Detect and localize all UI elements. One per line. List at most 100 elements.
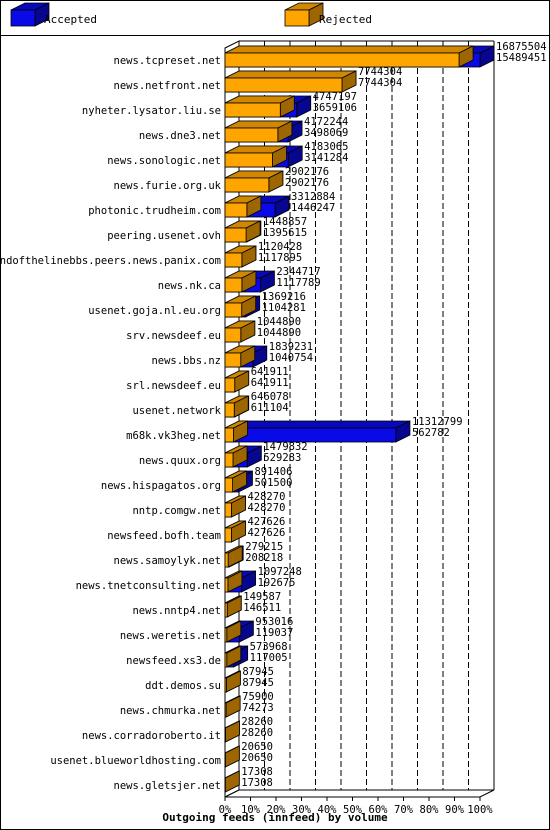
value-label-accepted: 4172244 bbox=[304, 116, 348, 128]
bar-rejected bbox=[224, 45, 474, 68]
bar-rejected bbox=[224, 595, 242, 618]
legend-swatch-rejected bbox=[284, 2, 324, 27]
bar-row bbox=[224, 70, 357, 93]
legend-item-rejected: Rejected bbox=[284, 2, 372, 27]
legend-label-rejected: Rejected bbox=[319, 13, 372, 26]
value-label-rejected: 87945 bbox=[242, 677, 274, 689]
bar-rejected bbox=[224, 495, 246, 518]
category-label: news.nk.ca bbox=[158, 280, 221, 292]
category-label: news.bbs.nz bbox=[151, 355, 221, 367]
bar-rejected bbox=[224, 170, 284, 193]
value-label-accepted: 953016 bbox=[255, 616, 293, 628]
bar-row bbox=[224, 445, 262, 468]
value-labels: 1687550415489451774430477443044747197365… bbox=[241, 41, 546, 789]
category-label: srl.newsdeef.eu bbox=[126, 380, 221, 392]
value-label-rejected: 1117789 bbox=[276, 277, 320, 289]
category-label: srv.newsdeef.eu bbox=[126, 330, 221, 342]
category-label: news.samoylyk.net bbox=[114, 555, 221, 567]
legend-swatch-rejected-shape bbox=[284, 2, 324, 27]
value-label-accepted: 4747197 bbox=[313, 91, 357, 103]
value-label-accepted: 1479832 bbox=[263, 441, 307, 453]
legend-swatch-accepted bbox=[10, 2, 50, 27]
x-axis-ticks: 0% 10% 20% 30% 40% 50% 60% 70% 80% 90% 100% bbox=[219, 797, 493, 816]
category-label: m68k.vk3heg.net bbox=[126, 430, 221, 442]
value-label-accepted: 641911 bbox=[251, 366, 289, 378]
bar-row bbox=[224, 645, 249, 668]
value-label-rejected: 3659106 bbox=[313, 102, 357, 114]
value-label-rejected: 146511 bbox=[243, 602, 281, 614]
category-label: news.tcpreset.net bbox=[114, 55, 221, 67]
x-tick-label: 80% bbox=[420, 804, 440, 816]
value-label-rejected: 562782 bbox=[412, 427, 450, 439]
category-label: newsfeed.bofh.team bbox=[107, 530, 221, 542]
x-tick-label: 70% bbox=[394, 804, 414, 816]
bar-row bbox=[224, 320, 256, 343]
bar-rejected bbox=[224, 470, 247, 493]
x-tick-label: 50% bbox=[343, 804, 363, 816]
bar-row bbox=[224, 570, 256, 593]
value-label-rejected: 427626 bbox=[247, 527, 285, 539]
category-label: news.gletsjer.net bbox=[114, 780, 221, 792]
bar-rejected bbox=[224, 295, 257, 318]
floor bbox=[224, 789, 495, 798]
category-label: nyheter.lysator.liu.se bbox=[82, 105, 221, 117]
value-label-rejected: 428270 bbox=[247, 502, 285, 514]
x-tick-label: 40% bbox=[318, 804, 338, 816]
bar-row bbox=[224, 545, 244, 568]
bar-rejected bbox=[224, 345, 256, 368]
value-label-rejected: 119037 bbox=[255, 627, 293, 639]
value-label-rejected: 529283 bbox=[263, 452, 301, 464]
x-tick-label: 10% bbox=[241, 804, 261, 816]
x-tick-label: 100% bbox=[467, 804, 493, 816]
category-label: usenet.network bbox=[132, 405, 221, 417]
legend-item-accepted: Accepted bbox=[10, 2, 97, 27]
value-label-rejected: 1395615 bbox=[263, 227, 307, 239]
value-label-rejected: 74273 bbox=[242, 702, 274, 714]
value-label-accepted: 1839231 bbox=[269, 341, 313, 353]
category-label: news.chmurka.net bbox=[120, 705, 221, 717]
category-label: news.nntp4.net bbox=[132, 605, 221, 617]
value-label-rejected: 501500 bbox=[254, 477, 292, 489]
bar-rejected bbox=[224, 445, 248, 468]
bar-rejected bbox=[224, 270, 257, 293]
bar-row bbox=[224, 770, 240, 793]
category-label: news.hispagatos.org bbox=[101, 480, 221, 492]
bar-rejected bbox=[224, 220, 261, 243]
bar-row bbox=[224, 220, 262, 243]
bars bbox=[224, 45, 495, 793]
value-label-accepted: 1097248 bbox=[258, 566, 302, 578]
bar-row bbox=[224, 45, 495, 68]
bar-rejected bbox=[224, 245, 257, 268]
bar-rejected bbox=[224, 145, 287, 168]
value-label-accepted: 646078 bbox=[251, 391, 289, 403]
legend-swatch-accepted-shape bbox=[10, 2, 50, 27]
bar-row bbox=[224, 420, 411, 443]
bar-row bbox=[224, 470, 253, 493]
value-label-accepted: 279215 bbox=[245, 541, 283, 553]
bar-row bbox=[224, 720, 240, 743]
bar-rejected bbox=[224, 395, 249, 418]
value-label-rejected: 28260 bbox=[241, 727, 273, 739]
value-label-accepted: 891406 bbox=[254, 466, 292, 478]
category-label: news.tnetconsulting.net bbox=[76, 580, 221, 592]
category-label: nntp.comgw.net bbox=[132, 505, 221, 517]
category-label: usenet.goja.nl.eu.org bbox=[88, 305, 221, 317]
value-label-accepted: 75900 bbox=[242, 691, 274, 703]
bar-rejected bbox=[224, 370, 250, 393]
category-label: peering.usenet.ovh bbox=[107, 230, 221, 242]
value-label-accepted: 87945 bbox=[242, 666, 274, 678]
x-tick-label: 0% bbox=[219, 804, 232, 816]
value-label-rejected: 1104281 bbox=[262, 302, 306, 314]
bar-rejected bbox=[224, 720, 240, 743]
bar-rejected bbox=[224, 120, 293, 143]
value-label-rejected: 1117895 bbox=[258, 252, 302, 264]
value-label-rejected: 3498069 bbox=[304, 127, 348, 139]
value-label-rejected: 7744304 bbox=[358, 77, 402, 89]
value-label-rejected: 117005 bbox=[250, 652, 288, 664]
value-label-accepted: 17308 bbox=[241, 766, 273, 778]
value-label-rejected: 208218 bbox=[245, 552, 283, 564]
bar-rejected bbox=[224, 670, 241, 693]
bar-rejected bbox=[224, 645, 242, 668]
value-label-rejected: 611104 bbox=[251, 402, 289, 414]
bar-rejected bbox=[224, 620, 242, 643]
